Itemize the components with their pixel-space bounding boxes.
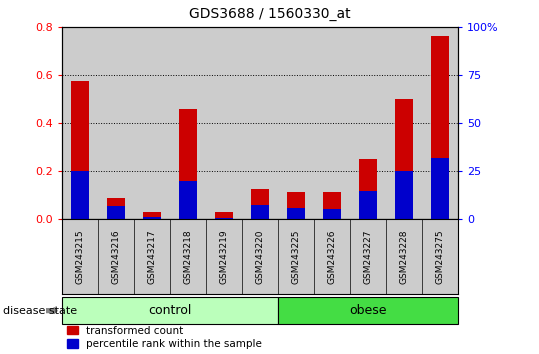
Bar xyxy=(431,158,449,219)
Text: GSM243226: GSM243226 xyxy=(328,229,336,284)
Legend: transformed count, percentile rank within the sample: transformed count, percentile rank withi… xyxy=(67,326,262,349)
Text: disease state: disease state xyxy=(3,306,77,316)
Text: GSM243219: GSM243219 xyxy=(219,229,229,284)
Bar xyxy=(359,159,377,219)
Text: GDS3688 / 1560330_at: GDS3688 / 1560330_at xyxy=(189,7,350,21)
Bar xyxy=(251,189,269,219)
Bar xyxy=(359,190,377,219)
Text: GSM243218: GSM243218 xyxy=(184,229,192,284)
Text: GSM243215: GSM243215 xyxy=(75,229,85,284)
Bar xyxy=(215,218,233,219)
Text: GSM243225: GSM243225 xyxy=(292,229,301,284)
FancyBboxPatch shape xyxy=(62,297,278,324)
Bar xyxy=(107,198,125,219)
Bar xyxy=(179,181,197,219)
Bar xyxy=(323,209,341,219)
Bar xyxy=(395,171,413,219)
Bar xyxy=(431,36,449,219)
Bar xyxy=(143,217,161,219)
Bar xyxy=(143,212,161,219)
Bar xyxy=(107,206,125,219)
Text: GSM243275: GSM243275 xyxy=(436,229,445,284)
Text: GSM243220: GSM243220 xyxy=(255,229,265,284)
FancyBboxPatch shape xyxy=(278,297,458,324)
Bar xyxy=(215,212,233,219)
Bar xyxy=(395,99,413,219)
Bar xyxy=(287,192,305,219)
Text: obese: obese xyxy=(349,304,387,317)
Bar xyxy=(323,192,341,219)
Text: GSM243227: GSM243227 xyxy=(364,229,372,284)
Text: GSM243228: GSM243228 xyxy=(399,229,409,284)
Bar xyxy=(71,171,89,219)
Text: GSM243217: GSM243217 xyxy=(148,229,156,284)
Bar xyxy=(251,205,269,219)
Bar xyxy=(71,81,89,219)
Bar xyxy=(179,109,197,219)
Text: control: control xyxy=(148,304,192,317)
Bar xyxy=(287,208,305,219)
Text: GSM243216: GSM243216 xyxy=(112,229,121,284)
FancyArrow shape xyxy=(46,308,57,314)
